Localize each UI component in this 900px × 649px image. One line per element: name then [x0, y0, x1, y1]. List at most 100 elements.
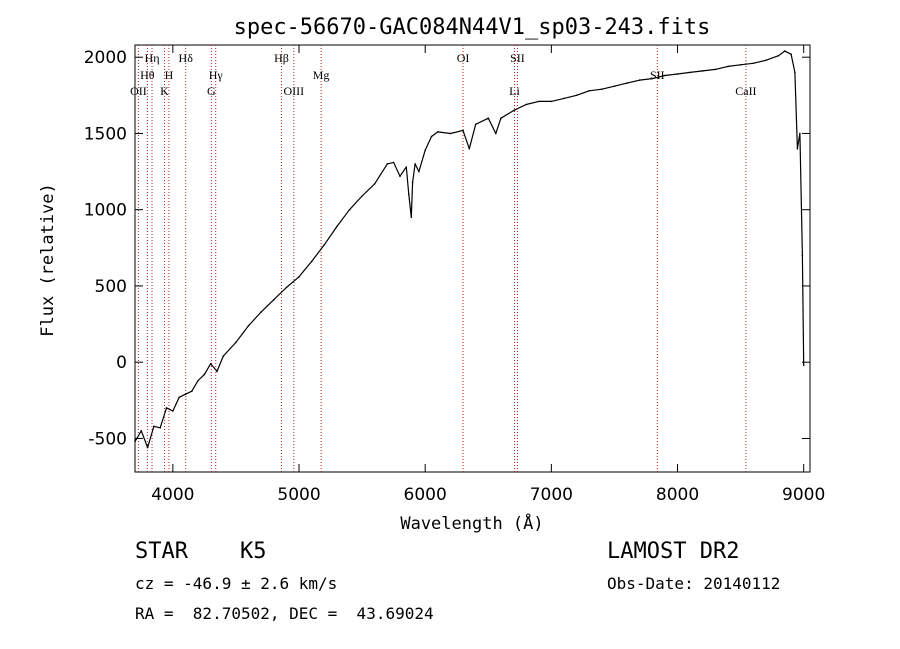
spectrum-point-0-39: [449, 132, 452, 135]
marker-label-7: Hγ: [209, 68, 224, 82]
marker-label-5: Hδ: [179, 51, 194, 65]
line-markers: OII Hθ Hη KH Hδ G Hγ Hβ OIII Mg OI Li SII SII CaII: [130, 45, 757, 472]
spectrum-point-0-32: [410, 216, 413, 219]
plot-frame: [134, 44, 811, 473]
spectrum-point-0-34: [414, 163, 416, 165]
marker-label-14: SII: [650, 68, 665, 82]
spectrum-point-0-43: [487, 117, 490, 119]
spectrum-point-0-3: [153, 425, 155, 428]
marker-label-9: OIII: [284, 84, 305, 98]
spectrum-point-0-20: [298, 276, 300, 278]
series: [134, 50, 805, 449]
spectrum-point-0-70: [794, 71, 796, 74]
spectrum-point-0-24: [348, 208, 351, 211]
spectrum-point-0-66: [765, 59, 767, 62]
spectrum-point-0-61: [702, 70, 704, 72]
y-tick-label-4: 1500: [84, 124, 127, 144]
spectrum-point-0-59: [676, 73, 679, 75]
spectrum-point-0-36: [424, 149, 427, 151]
y-tick-label-5: 2000: [84, 48, 127, 68]
marker-label-12: Li: [509, 84, 520, 98]
spectrum-point-0-7: [178, 396, 180, 399]
y-tick-label-1: 0: [116, 353, 127, 373]
spectrum-point-0-47: [525, 103, 527, 106]
survey-name: LAMOST DR2: [607, 539, 740, 564]
spectrum-point-0-17: [260, 311, 263, 313]
spectrum-point-0-54: [613, 85, 616, 87]
x-tick-label-4: 8000: [656, 485, 699, 505]
redshift-velocity: cz = -46.9 ± 2.6 km/s: [135, 574, 338, 593]
spectrum-point-0-37: [430, 135, 433, 138]
marker-label-2: Hη: [145, 51, 160, 65]
spectrum-point-0-28: [392, 161, 395, 164]
x-tick-label-1: 5000: [277, 485, 320, 505]
marker-label-11: OI: [457, 51, 470, 65]
spectrum-point-0-46: [512, 109, 515, 112]
spectrum-point-0-69: [790, 53, 792, 55]
spectrum-point-0-22: [323, 244, 326, 246]
spectrum-point-0-26: [373, 183, 376, 185]
spectrum-point-0-8: [184, 393, 187, 396]
axis-ticks: 4000 5000 6000 7000 8000 9000 -500 0 500 1000 1500…: [84, 45, 825, 505]
spectrum-point-0-74: [802, 364, 805, 367]
x-tick-label-0: 4000: [151, 485, 194, 505]
spectrum-point-0-0: [134, 440, 136, 443]
spectrum-point-0-55: [626, 82, 628, 84]
spectrum-point-0-44: [495, 132, 497, 135]
spectrum-point-0-38: [437, 131, 439, 133]
spectrum-point-0-12: [209, 362, 212, 365]
spectrum-point-0-30: [405, 166, 408, 168]
spectrum-point-0-72: [799, 132, 801, 135]
spectrum-point-0-2: [146, 446, 149, 449]
chart-title: spec-56670-GAC084N44V1_sp03-243.fits: [234, 15, 711, 40]
spectrum-point-0-16: [247, 324, 250, 327]
spectrum-point-0-67: [777, 54, 780, 57]
spectrum-point-0-58: [664, 74, 666, 77]
spectrum-point-0-6: [172, 410, 174, 412]
spectrum-point-0-40: [462, 129, 464, 132]
x-tick-label-3: 7000: [530, 485, 573, 505]
spectrum-point-0-57: [651, 77, 654, 80]
spectrum-point-0-5: [165, 407, 168, 409]
observation-date: Obs-Date: 20140112: [607, 574, 781, 593]
marker-label-3: K: [160, 84, 169, 98]
marker-label-15: CaII: [735, 84, 756, 98]
spectrum-point-0-33: [411, 181, 414, 184]
spectrum-line-0: [134, 50, 805, 449]
spectrum-point-0-45: [500, 117, 502, 119]
y-tick-label-0: -500: [88, 429, 127, 449]
spectrum-point-0-1: [140, 430, 143, 432]
marker-label-1: Hθ: [140, 68, 155, 82]
spectrum-point-0-10: [197, 379, 199, 382]
spectrum-point-0-73: [801, 254, 804, 257]
marker-label-0: OII: [130, 84, 147, 98]
x-axis-label: Wavelength (Å): [400, 512, 543, 534]
y-tick-label-3: 1000: [84, 201, 127, 221]
spectrum-point-0-52: [588, 90, 590, 92]
spectrum-point-0-14: [222, 355, 225, 357]
spectrum-point-0-41: [468, 147, 471, 150]
spectrum-point-0-21: [310, 260, 313, 263]
spectrum-point-0-25: [361, 195, 363, 197]
spectrum-point-0-4: [159, 427, 161, 429]
object-class: STAR: [135, 539, 188, 564]
spectrum-point-0-51: [575, 94, 578, 97]
y-axis-label: Flux (relative): [38, 183, 58, 337]
spectrum-point-0-18: [273, 298, 275, 301]
spectrum-point-0-50: [563, 97, 565, 100]
marker-label-4: H: [165, 68, 174, 82]
spectrum-point-0-62: [714, 68, 717, 71]
x-tick-label-5: 9000: [782, 485, 825, 505]
spectrum-point-0-35: [418, 170, 420, 173]
x-tick-label-2: 6000: [404, 485, 447, 505]
spectrum-point-0-19: [285, 286, 288, 289]
spectrum-point-0-9: [191, 390, 193, 393]
spectrum-point-0-56: [638, 79, 641, 81]
marker-label-6: G: [207, 84, 216, 98]
spectrum-point-0-48: [537, 100, 540, 103]
spectrum-point-0-65: [752, 62, 754, 65]
spectrum-point-0-63: [727, 65, 729, 68]
marker-label-10: Mg: [313, 68, 330, 82]
spectrum-point-0-60: [689, 71, 691, 74]
